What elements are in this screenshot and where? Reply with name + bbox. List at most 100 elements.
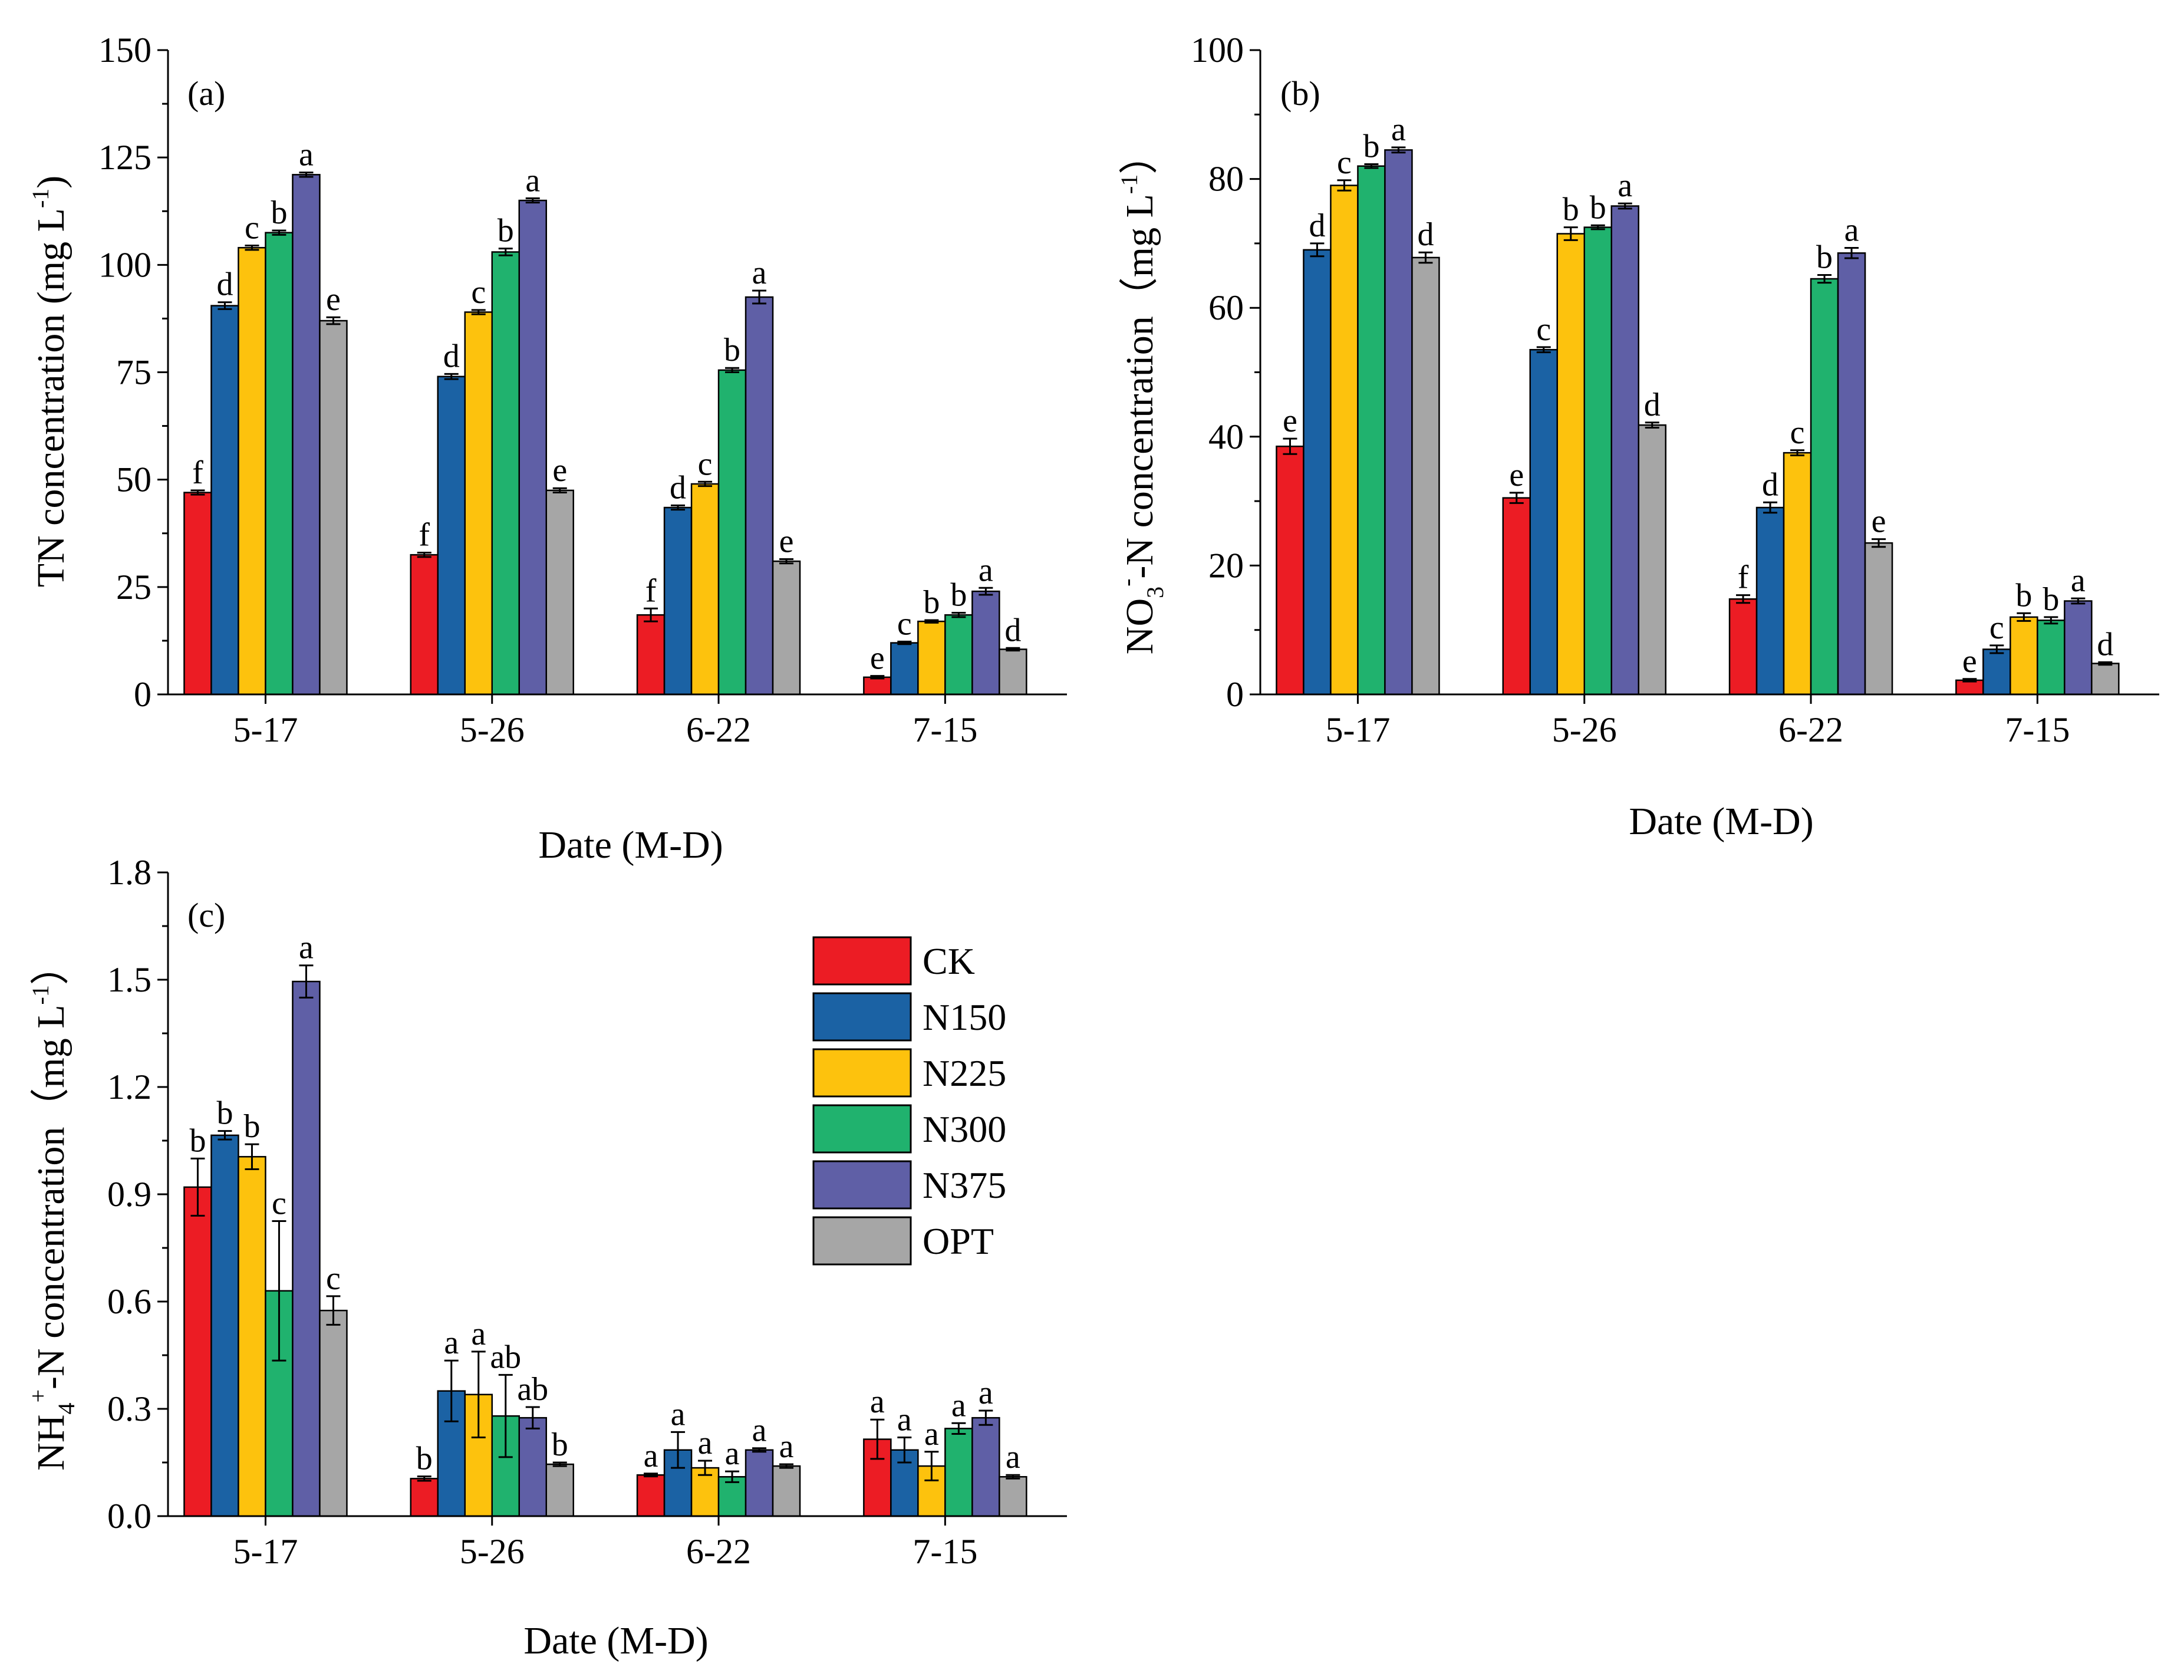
panel-b-bar-n375-5-26	[1610, 205, 1639, 696]
panel-b-x-tick-label-5-17: 5-17	[1325, 710, 1390, 749]
panel-c-error-bar-n150-5-17	[218, 1130, 232, 1141]
panel-c-error-bar-ck-7-15	[870, 1418, 885, 1460]
legend-swatch-opt	[812, 1216, 912, 1266]
panel-b-bar-opt-5-26	[1638, 424, 1666, 696]
panel-c-sig-n225-5-26: a	[471, 1316, 486, 1352]
panel-b-bar-n150-5-17	[1303, 249, 1332, 696]
panel-c-error-bar-ck-5-26	[417, 1475, 431, 1482]
panel-b-error-bars	[1283, 146, 2113, 683]
panel-c-bar-ck-5-17	[183, 1186, 212, 1517]
panel-b-sig-ck-5-26: e	[1509, 457, 1524, 493]
panel-b-bar-n300-5-17	[1357, 165, 1386, 696]
panel-a-sig-ck-6-22: f	[645, 572, 657, 609]
panel-a-error-bar-n225-5-17	[245, 245, 259, 251]
panel-c-sig-opt-6-22: a	[779, 1428, 794, 1465]
panel-c-sig-n375-6-22: a	[752, 1412, 767, 1449]
panel-b-error-bar-n150-7-15	[1989, 644, 2004, 654]
panel-a-sig-n150-5-26: d	[443, 338, 460, 374]
panel-c-sig-ck-6-22: a	[644, 1438, 658, 1474]
panel-a-bar-ck-6-22	[636, 614, 666, 696]
panel-c-y-axis-title: NH4+-N concentration（mg L-1）	[25, 946, 80, 1471]
panel-a-bar-n375-6-22	[745, 296, 774, 696]
panel-b-sig-ck-7-15: e	[1962, 643, 1977, 680]
panel-b-error-bar-n225-6-22	[1790, 449, 1805, 456]
panel-a-sig-n150-6-22: d	[670, 469, 686, 506]
panel-a-sig-opt-7-15: d	[1004, 612, 1021, 648]
panel-c-sig-n225-5-17: b	[243, 1108, 260, 1145]
panel-b-bar-n150-7-15	[1982, 648, 2011, 696]
panel-c-sig-ck-7-15: a	[870, 1383, 885, 1420]
panel-b-error-bar-n225-5-26	[1563, 226, 1578, 241]
panel-a-sig-n150-7-15: c	[897, 605, 912, 642]
panel-a-error-bar-n225-6-22	[698, 480, 713, 487]
panel-c-error-bar-ck-6-22	[644, 1473, 658, 1478]
panel-c-bar-opt-5-26	[545, 1463, 574, 1517]
panel-a-error-bar-opt-7-15	[1006, 647, 1020, 652]
panel-b-bar-n375-6-22	[1837, 252, 1866, 696]
panel-a-sig-n300-5-26: b	[498, 213, 514, 249]
panel-c-y-ticks: 0.0 0.3 0.6 0.9 1.2 1.5 1.8	[107, 853, 168, 1536]
panel-c-sig-opt-5-26: b	[552, 1427, 568, 1463]
panel-a-error-bar-n150-5-17	[218, 301, 232, 310]
panel-c-y-title-sup: -1	[27, 985, 54, 1004]
panel-c-bar-opt-6-22	[772, 1465, 801, 1517]
panel-b-error-bar-opt-6-22	[1872, 538, 1886, 548]
panel-b-y-title-sub: 3	[1142, 587, 1168, 598]
panel-a-y-tick-label: 125	[98, 138, 151, 177]
panel-c-bar-opt-5-17	[319, 1309, 348, 1517]
panel-c-y-title-main: -N concentration（mg L	[29, 1004, 73, 1389]
legend-swatch-n150	[812, 992, 912, 1042]
panel-a-sig-opt-5-26: e	[552, 452, 567, 489]
panel-b-error-bar-n375-7-15	[2071, 597, 2086, 605]
panel-b-x-ticks: 5-17 5-26 6-22 7-15	[1325, 694, 2070, 749]
panel-b-y-tick-label: 80	[1208, 160, 1244, 199]
panel-c-y-title-prefix: NH	[29, 1415, 73, 1471]
panel-b-bar-n300-6-22	[1810, 278, 1839, 696]
panel-c-x-ticks: 5-17 5-26 6-22 7-15	[233, 1516, 977, 1571]
panel-a-sig-n150-5-17: d	[216, 266, 233, 303]
panel-b-sig-n375-7-15: a	[2071, 562, 2086, 599]
panel-b-bar-opt-5-17	[1411, 256, 1440, 696]
panel-b-y-tick-label: 100	[1191, 31, 1244, 70]
panel-c-y-tick-label: 1.2	[107, 1068, 151, 1106]
panel-a-sig-n225-5-26: c	[471, 274, 486, 311]
panel-b-sig-ck-5-17: e	[1283, 403, 1297, 439]
panel-b-sig-n300-6-22: b	[1816, 239, 1833, 275]
panel-b-sig-n150-5-26: c	[1536, 311, 1551, 348]
panel-c-bar-n300-7-15	[944, 1428, 973, 1517]
panel-c-bar-opt-7-15	[999, 1476, 1027, 1517]
panel-c-sig-opt-5-17: c	[326, 1260, 341, 1297]
panel-b-y-tick-label: 60	[1208, 288, 1244, 327]
panel-a-sig-n300-5-17: b	[271, 195, 287, 231]
panel-b-sig-opt-5-26: d	[1644, 387, 1661, 423]
legend-swatch-n375	[812, 1160, 912, 1210]
panel-b-x-tick-label-6-22: 6-22	[1778, 710, 1843, 749]
panel-c-sig-n300-6-22: a	[725, 1435, 740, 1472]
panel-a-error-bar-n225-5-26	[471, 309, 486, 315]
panel-a-error-bar-n375-6-22	[752, 289, 767, 305]
panel-a-bar-n225-7-15	[917, 620, 946, 696]
panel-b-y-title-prefix: NO	[1118, 598, 1161, 654]
panel-c-sig-n300-5-26: ab	[490, 1339, 521, 1375]
panel-a-x-tick-label-5-17: 5-17	[233, 710, 298, 749]
panel-c-y-tick-label: 1.8	[107, 853, 151, 892]
panel-c-sig-n150-5-17: b	[216, 1095, 233, 1132]
panel-c-sig-n150-5-26: a	[444, 1325, 459, 1361]
panel-a-x-axis-title: Date (M-D)	[538, 823, 723, 867]
panel-a-x-tick-label-5-26: 5-26	[460, 710, 525, 749]
panel-a-error-bar-n150-5-26	[444, 373, 459, 380]
panel-c-bar-n375-6-22	[745, 1449, 774, 1517]
panel-c-y-tick-label: 0.9	[107, 1175, 151, 1214]
panel-c-y-tick-label: 0.6	[107, 1282, 151, 1321]
panel-b-sig-opt-7-15: d	[2097, 626, 2113, 663]
panel-a-y-tick-label: 100	[98, 245, 151, 284]
panel-b-sig-n225-5-17: c	[1337, 144, 1352, 181]
panel-b-error-bar-n300-6-22	[1817, 274, 1832, 284]
panel-c-y-tick-label: 0.3	[107, 1389, 151, 1428]
panel-b-y-tick-label: 0	[1226, 675, 1244, 714]
panel-c-bar-n150-5-17	[210, 1134, 239, 1517]
panel-c-bar-n225-5-17	[238, 1156, 266, 1517]
